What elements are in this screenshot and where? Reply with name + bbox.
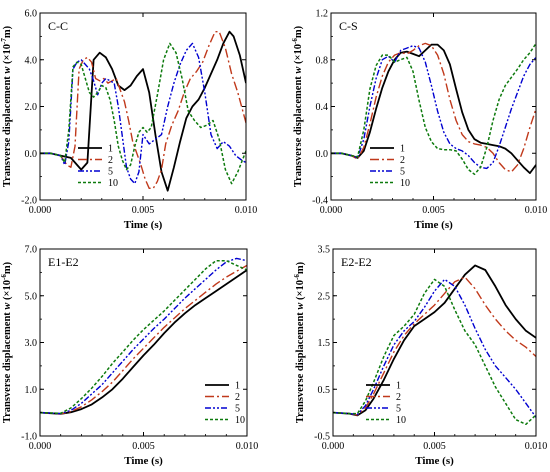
- x-tick-label: 0.010: [525, 205, 548, 216]
- chart-panel-c-c: 0.000 0.005 0.010 -2.0 0.0 2.0 4.0 6.0 Time (s) T…: [0, 9, 257, 232]
- x-axis-label: Time (s): [415, 455, 454, 467]
- series-line-2: [40, 31, 246, 189]
- y-tick-label: -2.0: [21, 196, 37, 207]
- y-tick-label: 2.5: [318, 291, 331, 302]
- x-tick-label: 0.010: [235, 205, 258, 216]
- panel-title: E2-E2: [341, 255, 372, 269]
- series-group: [40, 30, 246, 192]
- chart-panel-e2-e2: 0.000 0.005 0.010 -0.5 0.5 1.5 2.5 3.5 Time (s) T…: [293, 245, 547, 468]
- y-tick-label: 1.2: [316, 9, 329, 20]
- x-tick-label: 0.005: [422, 205, 445, 216]
- legend-label-5: 5: [400, 167, 405, 178]
- series-group: [331, 42, 536, 176]
- series-line-2: [40, 264, 247, 415]
- x-tick-label: 0.000: [29, 441, 52, 452]
- series-line-10: [40, 259, 247, 415]
- series-line-5: [40, 42, 246, 185]
- y-tick-label: 4.0: [25, 55, 38, 66]
- y-tick-label: -1.0: [21, 432, 37, 443]
- y-tick-label: 2.0: [25, 102, 38, 113]
- y-tick-label: 7.0: [25, 245, 38, 256]
- x-tick-label: 0.000: [322, 441, 345, 452]
- series-line-10: [40, 42, 246, 185]
- series-line-5: [40, 257, 247, 415]
- legend-label-10: 10: [235, 415, 245, 426]
- y-tick-label: -0.5: [314, 432, 330, 443]
- y-tick-label: 0.5: [318, 385, 331, 396]
- y-tick-label: 0.0: [25, 149, 38, 160]
- y-axis-label: Transverse displacement w (×10-6m): [0, 261, 13, 423]
- legend-label-5: 5: [396, 404, 401, 415]
- series-line-5: [333, 278, 536, 418]
- series-line-1: [40, 269, 247, 415]
- y-tick-label: 3.0: [25, 338, 38, 349]
- y-tick-label: 1.0: [25, 385, 38, 396]
- x-tick-label: 0.000: [29, 205, 52, 216]
- panel-title: C-S: [339, 19, 358, 33]
- series-group: [333, 264, 536, 426]
- legend-label-5: 5: [108, 167, 113, 178]
- legend-label-5: 5: [235, 404, 240, 415]
- x-tick-label: 0.000: [320, 205, 343, 216]
- y-tick-label: -0.4: [312, 196, 328, 207]
- series-line-2: [331, 42, 536, 173]
- series-line-1: [333, 264, 536, 417]
- x-axis-label: Time (s): [124, 455, 163, 467]
- legend-label-1: 1: [396, 381, 401, 392]
- chart-panel-e1-e2: 0.000 0.005 0.010 -1.0 1.0 3.0 5.0 7.0 Time (s) T…: [0, 245, 258, 468]
- series-line-1: [40, 30, 246, 192]
- x-tick-label: 0.010: [525, 441, 548, 452]
- plot-frame: [330, 12, 537, 201]
- y-axis-label: Transverse displacement w (×10-6m): [291, 25, 304, 187]
- y-tick-label: 0.4: [316, 102, 329, 113]
- chart-panel-c-s: 0.000 0.005 0.010 -0.4 0.0 0.4 0.8 1.2 Time (s) T…: [291, 9, 547, 232]
- series-line-10: [333, 278, 536, 426]
- legend-label-2: 2: [400, 155, 405, 166]
- legend-label-10: 10: [108, 178, 118, 189]
- panel-title: C-C: [48, 19, 68, 33]
- legend-label-1: 1: [235, 381, 240, 392]
- legend-label-10: 10: [400, 178, 410, 189]
- legend-label-1: 1: [400, 144, 405, 155]
- y-axis-label: Transverse displacement w (×10-7m): [0, 25, 13, 187]
- y-tick-label: 0.8: [316, 55, 329, 66]
- series-line-2: [333, 276, 536, 416]
- legend-label-1: 1: [108, 144, 113, 155]
- y-tick-label: 3.5: [318, 245, 331, 256]
- series-line-10: [331, 42, 536, 176]
- legend-label-10: 10: [396, 415, 406, 426]
- x-axis-label: Time (s): [414, 219, 453, 231]
- y-tick-label: 5.0: [25, 291, 38, 302]
- y-tick-label: 0.0: [316, 149, 329, 160]
- series-group: [40, 257, 247, 415]
- x-axis-label: Time (s): [124, 219, 163, 231]
- legend-label-2: 2: [396, 392, 401, 403]
- x-tick-label: 0.005: [132, 205, 155, 216]
- y-tick-label: 6.0: [25, 9, 38, 20]
- panel-title: E1-E2: [48, 255, 79, 269]
- legend-label-2: 2: [108, 155, 113, 166]
- series-line-5: [331, 45, 536, 170]
- series-line-1: [331, 43, 536, 174]
- x-tick-label: 0.005: [423, 441, 446, 452]
- x-tick-label: 0.005: [132, 441, 155, 452]
- y-axis-label: Transverse displacement w (×10-6m): [293, 261, 306, 423]
- x-tick-label: 0.010: [236, 441, 259, 452]
- legend-label-2: 2: [235, 392, 240, 403]
- y-tick-label: 1.5: [318, 338, 331, 349]
